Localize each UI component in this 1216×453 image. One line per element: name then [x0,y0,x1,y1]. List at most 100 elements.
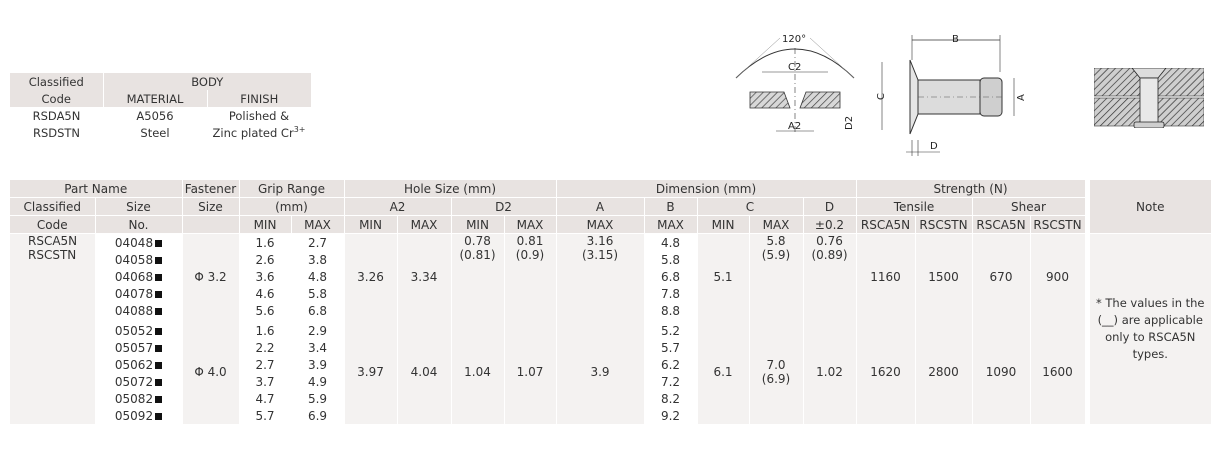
grip-min: 2.6 [238,251,291,268]
dim-b: 5.2 [643,320,697,339]
grip-min: 2.2 [238,339,291,356]
mat-head-body: BODY [102,73,311,90]
head-min: MIN [450,215,504,234]
head-hole-size: Hole Size (mm) [343,180,556,198]
head-classified: Classified [10,197,95,216]
shear-rsca5n: 1090 [971,320,1030,424]
hole-d2-min: 0.78 (0.81) [450,233,504,321]
grip-max: 5.8 [290,285,344,302]
dim-b: 4.8 [643,233,697,251]
value: 0.81 [516,234,544,248]
size-no-text: 04078 [114,286,154,301]
dim-b: 8.8 [643,302,697,322]
head-c: C [696,197,803,216]
head-rsca5n: RSCA5N [855,215,915,234]
rivet-diagram: B C D A [876,34,1027,156]
diagram-label-c: C [876,93,887,100]
grip-min: 3.7 [238,373,291,390]
hole-d2-min: 1.04 [450,320,504,424]
grip-min: 4.6 [238,285,291,302]
grip-min: 5.7 [238,407,291,424]
size-no: 04068 [94,268,182,285]
value: 7.0 [766,358,786,373]
value: 5.8 [766,234,786,248]
head-min: MIN [696,215,749,234]
head-rscstn: RSCSTN [1029,215,1087,234]
installed-diagram [1094,68,1204,128]
mat-finish-text: Zinc plated Cr [212,125,294,140]
note-line: types. [1132,347,1168,361]
grip-min: 4.7 [238,390,291,407]
value-alt: (3.15) [581,248,619,262]
tensile-rsca5n: 1160 [855,233,915,321]
mat-head-code: Code [10,90,103,107]
grip-max: 6.9 [290,407,344,424]
head-b: B [643,197,697,216]
black-square-icon [155,344,163,352]
size-no: 05057 [94,339,182,356]
shear-rscstn: 1600 [1029,320,1087,424]
size-no: 04088 [94,302,182,322]
mat-head-material: MATERIAL [102,90,207,107]
shear-rscstn: 900 [1029,233,1087,321]
note-line: (__) are applicable [1097,313,1203,327]
head-note: Note [1084,180,1211,234]
mat-material: Steel [140,125,170,140]
size-no-text: 04088 [114,303,154,318]
size-no: 05082 [94,390,182,407]
note-cell: * The values in the (__) are applicable … [1084,233,1211,424]
value-alt: (0.81) [459,248,496,262]
size-no-text: 05092 [114,408,154,423]
head-tol: ±0.2 [802,215,856,234]
dim-b: 5.7 [643,339,697,356]
size-no-text: 04048 [114,235,154,250]
head-rsca5n: RSCA5N [971,215,1030,234]
fastener-size: Φ 4.0 [181,320,239,424]
black-square-icon [155,290,163,298]
black-square-icon [155,256,163,264]
grip-min: 2.7 [238,356,291,373]
hole-d2-max: 0.81 (0.9) [503,233,556,321]
mat-finish: Polished & [228,108,290,123]
classified-code: RSCA5N [28,234,78,248]
dim-b: 6.8 [643,268,697,285]
grip-max: 3.9 [290,356,344,373]
size-no-text: 05072 [114,374,154,389]
black-square-icon [155,361,163,369]
diagram-label-a2: A2 [788,121,801,132]
grip-max: 2.9 [290,320,344,339]
head-fastener-blank [181,215,239,234]
tensile-rscstn: 1500 [914,233,972,321]
specification-table: Part Name Fastener Grip Range Hole Size … [10,180,1211,424]
hole-a2-min: 3.97 [343,320,397,424]
tensile-rsca5n: 1620 [855,320,915,424]
grip-max: 4.9 [290,373,344,390]
size-no-text: 05057 [114,340,154,355]
tensile-rscstn: 2800 [914,320,972,424]
hole-a2-min: 3.26 [343,233,397,321]
grip-min: 1.6 [238,233,291,251]
head-fastener-2: Size [181,197,239,216]
value-alt: (5.9) [761,248,791,262]
value: 3.16 [586,234,614,248]
head-strength: Strength (N) [855,180,1087,198]
head-d2: D2 [450,197,556,216]
dim-b: 8.2 [643,390,697,407]
dim-c-max: 7.0 (6.9) [748,320,803,424]
value: 0.78 [464,234,491,248]
head-rscstn: RSCSTN [914,215,972,234]
size-no-text: 05062 [114,357,154,372]
size-no: 04078 [94,285,182,302]
mat-code: RSDSTN [32,125,81,140]
shear-rsca5n: 670 [971,233,1030,321]
size-no: 04048 [94,233,182,251]
mat-material: A5056 [136,108,174,123]
value: 0.76 [816,234,843,248]
grip-min: 5.6 [238,302,291,322]
grip-max: 4.8 [290,268,344,285]
mat-finish: Zinc plated Cr3+ [207,124,311,141]
head-max: MAX [290,215,344,234]
head-fastener: Fastener [181,180,239,198]
size-no: 05092 [94,407,182,424]
dim-a-max: 3.9 [555,320,644,424]
